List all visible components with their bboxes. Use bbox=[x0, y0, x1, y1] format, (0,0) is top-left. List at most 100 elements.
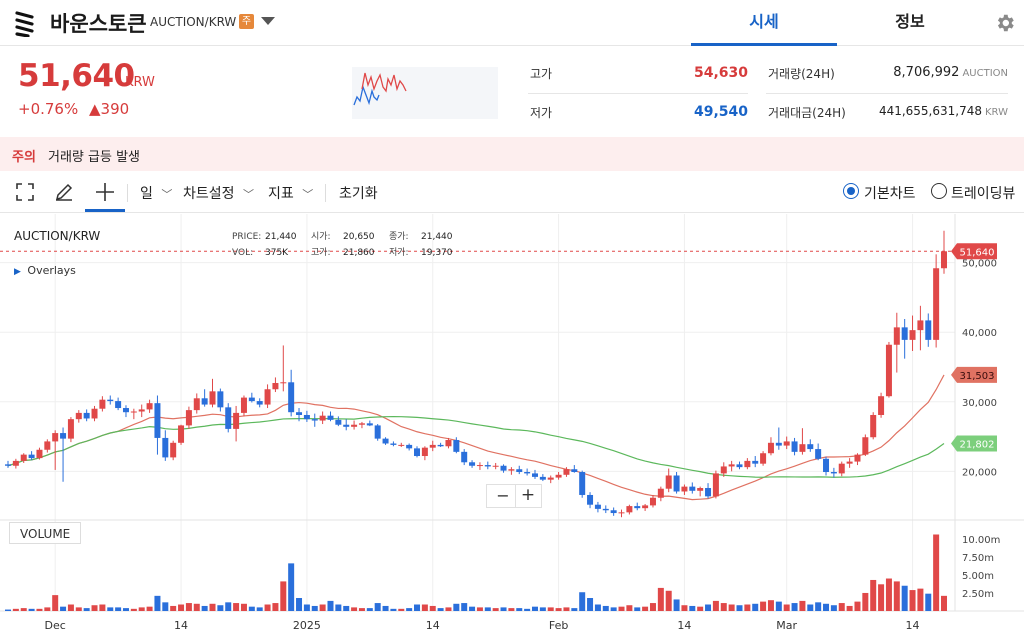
volume-bar bbox=[351, 607, 358, 611]
candle-body bbox=[571, 469, 578, 473]
market-pair[interactable]: AUCTION/KRW bbox=[150, 15, 237, 29]
candle-body bbox=[67, 419, 74, 439]
high-label: 고가 bbox=[530, 67, 553, 81]
volume-bar bbox=[854, 601, 861, 611]
volume-bar bbox=[610, 607, 617, 611]
candle-body bbox=[382, 438, 389, 444]
tab-price[interactable]: 시세 bbox=[691, 0, 837, 46]
volume-bar bbox=[728, 604, 735, 611]
volume-bar bbox=[406, 608, 413, 611]
coin-name[interactable]: 바운스토큰 bbox=[50, 12, 147, 36]
reset-button[interactable]: 초기화 bbox=[339, 186, 378, 202]
volume-bar bbox=[327, 600, 334, 611]
volume-bar bbox=[154, 595, 161, 611]
last-price-badge-bg bbox=[951, 243, 997, 260]
volume-bar bbox=[67, 604, 74, 611]
candle-body bbox=[319, 415, 326, 421]
volume-bar bbox=[783, 604, 790, 611]
candle-body bbox=[870, 414, 877, 438]
volume-bar bbox=[642, 606, 649, 611]
moving-average-short-line bbox=[7, 374, 945, 501]
legend-open: 20,650 bbox=[343, 232, 375, 242]
volume-bar bbox=[99, 604, 106, 611]
candle-body bbox=[44, 441, 51, 450]
gear-icon[interactable] bbox=[994, 12, 1016, 34]
volume-bar bbox=[846, 605, 853, 611]
volume-bar bbox=[524, 608, 531, 611]
candle-body bbox=[846, 461, 853, 464]
warning-badge: 주 bbox=[239, 14, 254, 29]
candle-body bbox=[720, 466, 727, 474]
tradingview-label[interactable]: 트레이딩뷰 bbox=[951, 186, 1016, 202]
fullscreen-icon[interactable] bbox=[16, 183, 34, 201]
chart-settings-dropdown[interactable]: 차트설정 ﹀ bbox=[183, 183, 254, 203]
legend-low-label: 저가: bbox=[389, 248, 409, 258]
volume-bar bbox=[618, 606, 625, 611]
toolbar-divider bbox=[127, 184, 128, 202]
candle-body bbox=[634, 506, 641, 509]
volume-bar bbox=[437, 608, 444, 611]
candle-body bbox=[122, 408, 129, 413]
candle-body bbox=[28, 454, 35, 459]
legend-low: 19,370 bbox=[421, 248, 453, 258]
volume-bar bbox=[201, 605, 208, 611]
volume-bar bbox=[20, 608, 27, 611]
candle-body bbox=[36, 449, 43, 459]
candle-body bbox=[587, 494, 594, 505]
basic-chart-label[interactable]: 기본차트 bbox=[864, 186, 916, 202]
alert-message: 거래량 급등 발생 bbox=[48, 150, 140, 165]
candle-body bbox=[256, 401, 263, 405]
volume-bar bbox=[799, 600, 806, 611]
volume-bar bbox=[52, 595, 59, 611]
bounce-logo-icon bbox=[15, 11, 34, 37]
crosshair-icon[interactable] bbox=[95, 182, 115, 202]
volume-bar bbox=[264, 604, 271, 611]
candle-body bbox=[665, 475, 672, 489]
tradingview-radio[interactable] bbox=[931, 183, 947, 199]
change-amount: ▲390 bbox=[89, 100, 130, 118]
legend-open-label: 시가: bbox=[311, 232, 331, 242]
zoom-in-button[interactable]: + bbox=[520, 485, 536, 505]
price-chart[interactable]: 20,000 30,000 40,000 50,000 2.50m 5.00m 7.50m 1… bbox=[0, 214, 1024, 640]
tab-info[interactable]: 정보 bbox=[895, 12, 925, 31]
indicators-dropdown[interactable]: 지표 ﹀ bbox=[268, 183, 313, 203]
candle-body bbox=[366, 423, 373, 426]
volume-bar bbox=[665, 590, 672, 611]
candle-body bbox=[421, 447, 428, 457]
x-axis-tick-label: Feb bbox=[549, 619, 568, 632]
volume-bar bbox=[823, 603, 830, 611]
candle-body bbox=[626, 506, 633, 513]
volume-axis-tick-label: 7.50m bbox=[962, 553, 994, 564]
volume-bar bbox=[941, 595, 947, 611]
volume-bar bbox=[697, 606, 704, 611]
chart-symbol: AUCTION/KRW bbox=[14, 229, 101, 243]
zoom-out-button[interactable]: − bbox=[496, 486, 510, 505]
volume-bar bbox=[602, 605, 609, 611]
volume-bar bbox=[830, 605, 837, 611]
volume-bar bbox=[760, 601, 767, 611]
volume-bar bbox=[240, 603, 247, 611]
candle-body bbox=[390, 443, 397, 445]
candle-body bbox=[885, 344, 892, 397]
ma-long-badge-bg bbox=[951, 435, 997, 452]
volume-bar bbox=[138, 607, 145, 611]
volume-bar bbox=[705, 604, 712, 611]
volume-bar bbox=[358, 608, 365, 611]
volume-bar bbox=[390, 608, 397, 611]
mini-sparkline bbox=[352, 67, 498, 119]
overlays-toggle[interactable]: ▶ Overlays bbox=[14, 264, 76, 277]
candle-body bbox=[272, 382, 279, 390]
candle-body bbox=[823, 458, 830, 473]
coin-selector-chevron-down-icon[interactable] bbox=[261, 17, 275, 25]
volume-bar bbox=[492, 608, 499, 611]
overlays-label: Overlays bbox=[27, 264, 76, 277]
candle-body bbox=[705, 488, 712, 497]
volume-bar bbox=[870, 579, 877, 611]
alert-tag: 주의 bbox=[12, 150, 36, 165]
pencil-icon[interactable] bbox=[54, 182, 74, 202]
last-price-badge: 51,640 bbox=[960, 247, 995, 258]
basic-chart-radio[interactable] bbox=[843, 183, 859, 199]
candle-body bbox=[12, 460, 19, 466]
period-dropdown[interactable]: 일 ﹀ bbox=[140, 183, 172, 203]
x-axis-tick-label: 14 bbox=[906, 619, 920, 632]
